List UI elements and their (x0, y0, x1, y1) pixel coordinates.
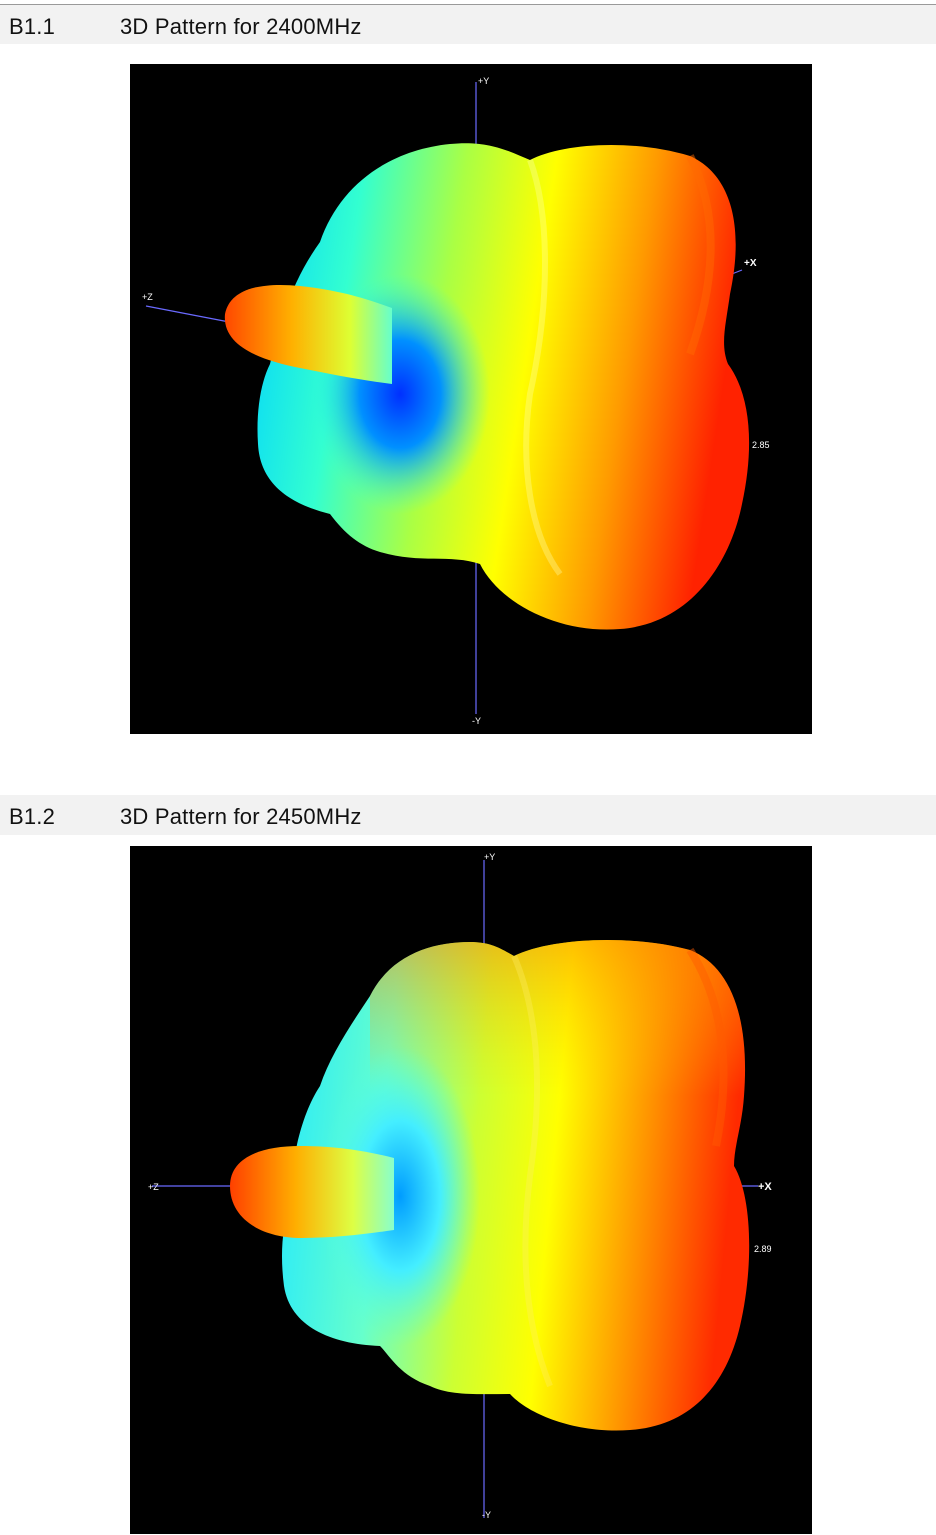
section-number: B1.2 (9, 804, 55, 830)
pattern-3d-render: +Y +Z +X -Y 2.85 (130, 64, 812, 734)
section-title: 3D Pattern for 2450MHz (120, 804, 362, 830)
max-gain-label: 2.89 (754, 1244, 772, 1254)
axis-label-left: +Z (142, 292, 153, 302)
axis-label-bottom: -Y (482, 1510, 491, 1520)
axis-label-top: +Y (484, 852, 495, 862)
axis-label-top: +Y (478, 76, 489, 86)
section-header-b1-1: B1.1 3D Pattern for 2400MHz (0, 4, 936, 44)
section-header-b1-2: B1.2 3D Pattern for 2450MHz (0, 795, 936, 835)
max-gain-label: 2.85 (752, 440, 770, 450)
section-number: B1.1 (9, 14, 55, 40)
rear-lobe (230, 1146, 394, 1238)
axis-label-right: +X (744, 258, 757, 269)
pattern-figure-2400mhz: +Y +Z +X -Y 2.85 (130, 64, 812, 734)
axis-label-left: +Z (148, 1182, 159, 1192)
axis-label-bottom: -Y (472, 716, 481, 726)
pattern-3d-render: +Y +Z +X -Y 2.89 (130, 846, 812, 1534)
pattern-figure-2450mhz: +Y +Z +X -Y 2.89 (130, 846, 812, 1534)
section-title: 3D Pattern for 2400MHz (120, 14, 362, 40)
rear-lobe (225, 285, 392, 384)
axis-label-right: +X (758, 1181, 772, 1193)
